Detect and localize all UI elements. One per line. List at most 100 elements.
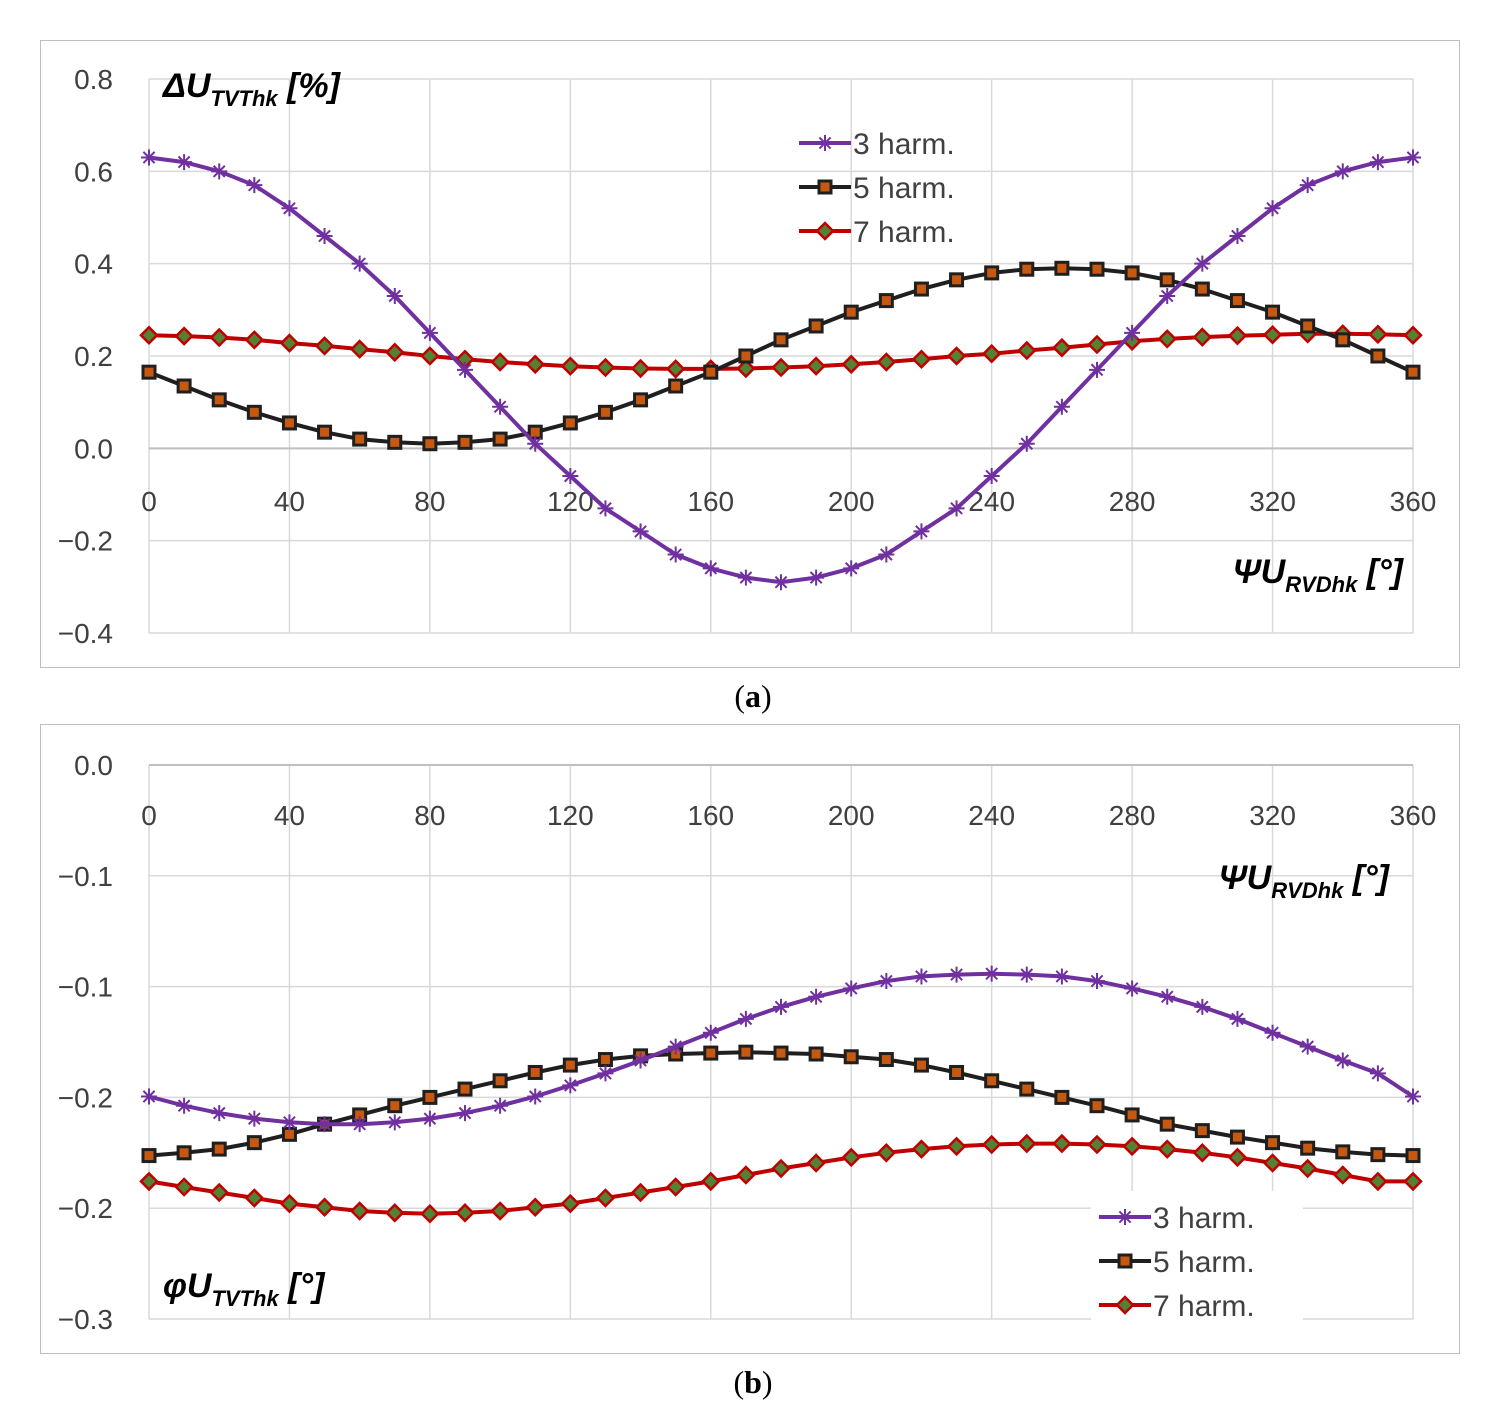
- point-b-1-18: [773, 1045, 789, 1061]
- point-b-0-10: [492, 1097, 509, 1114]
- point-b-1-9: [457, 1081, 473, 1097]
- point-b-1-16: [703, 1045, 719, 1061]
- legend-b-label-1: 3 harm.: [1153, 1202, 1255, 1235]
- point-a-0-0: [141, 149, 157, 166]
- point-b-0-15: [667, 1038, 684, 1055]
- point-a-0-14: [632, 523, 649, 540]
- point-a-2-7: [385, 342, 405, 363]
- y-tick-label-b-2: −0.1: [58, 972, 113, 1003]
- point-a-0-4: [281, 200, 298, 217]
- point-a-0-36: [1405, 149, 1421, 166]
- y-axis-label-b: φUTVThk [°]: [163, 1267, 326, 1311]
- y-tick-label-b-3: −0.2: [58, 1082, 113, 1113]
- point-a-1-14: [633, 392, 649, 408]
- point-b-0-36: [1405, 1088, 1421, 1105]
- point-a-1-17: [738, 348, 754, 364]
- point-a-0-34: [1334, 163, 1351, 180]
- point-a-1-33: [1300, 318, 1316, 334]
- point-a-0-26: [1053, 398, 1070, 415]
- point-b-1-8: [422, 1089, 438, 1105]
- point-b-1-2: [211, 1141, 227, 1157]
- x-tick-label-a-9: 360: [1390, 486, 1437, 517]
- legend-a-marker-1: [817, 135, 833, 151]
- point-a-0-19: [808, 569, 825, 586]
- y-tick-label-a-3: 0.2: [74, 341, 113, 372]
- point-a-0-22: [913, 523, 930, 540]
- point-b-1-25: [1019, 1081, 1035, 1097]
- legend-b-marker-1: [1117, 1209, 1133, 1225]
- point-a-1-15: [668, 378, 684, 394]
- point-a-2-27: [1087, 334, 1107, 355]
- y-tick-label-a-0: 0.8: [74, 64, 113, 95]
- point-b-0-6: [351, 1116, 368, 1133]
- point-b-2-11: [525, 1197, 545, 1218]
- point-b-2-29: [1157, 1139, 1177, 1159]
- point-a-2-36: [1403, 325, 1423, 345]
- point-a-0-29: [1159, 287, 1176, 304]
- point-a-1-20: [843, 304, 859, 320]
- x-tick-label-b-7: 280: [1109, 800, 1156, 831]
- point-a-2-25: [1017, 340, 1037, 361]
- point-b-0-32: [1264, 1024, 1281, 1041]
- point-b-1-31: [1229, 1129, 1245, 1145]
- caption-b: (b): [733, 1364, 773, 1400]
- series-b-3-harm: [141, 965, 1421, 1133]
- point-a-2-24: [981, 343, 1002, 364]
- chart-a-panel: 0.8 0.6 0.4 0.2 0.0 −0.2 −0.4 0 40 80 120 160 200 240…: [40, 40, 1460, 668]
- legend-b-label-2: 5 harm.: [1153, 1246, 1255, 1279]
- point-a-0-6: [351, 255, 368, 272]
- chart-a-svg: 0.80.60.40.20.0−0.2−0.40 40 80 120 160 200 240…: [58, 64, 1437, 649]
- point-b-1-28: [1124, 1107, 1140, 1123]
- point-a-1-24: [984, 265, 1000, 281]
- legend-a-marker-3: [815, 221, 835, 241]
- point-a-2-6: [349, 339, 370, 359]
- point-a-0-33: [1299, 177, 1316, 194]
- point-b-1-19: [808, 1046, 824, 1062]
- legend-b-marker-3: [1115, 1295, 1135, 1315]
- point-a-1-13: [597, 404, 613, 420]
- point-b-0-5: [316, 1116, 333, 1133]
- point-b-2-1: [174, 1177, 194, 1197]
- point-b-0-2: [211, 1105, 228, 1122]
- y-tick-label-a-4: 0.0: [74, 433, 113, 464]
- point-b-1-21: [878, 1052, 894, 1068]
- legend-a: 3 harm. 5 harm. 7 harm.: [799, 128, 955, 249]
- point-b-2-8: [420, 1203, 440, 1224]
- point-a-1-16: [703, 364, 719, 380]
- y-tick-label-b-4: −0.2: [58, 1193, 113, 1224]
- point-a-1-18: [773, 332, 789, 348]
- point-b-1-10: [492, 1073, 508, 1089]
- point-b-1-17: [738, 1044, 754, 1060]
- point-b-2-22: [911, 1139, 932, 1159]
- point-b-2-23: [946, 1136, 967, 1157]
- point-a-1-10: [492, 431, 508, 447]
- point-b-0-0: [141, 1088, 157, 1105]
- series-b-7-harm: [139, 1133, 1423, 1224]
- point-a-2-1: [174, 326, 194, 346]
- point-a-2-13: [595, 357, 616, 378]
- point-a-2-20: [841, 354, 861, 375]
- point-b-2-18: [771, 1158, 791, 1179]
- point-b-2-34: [1333, 1165, 1353, 1185]
- point-a-0-18: [773, 574, 789, 591]
- point-b-2-2: [209, 1182, 229, 1203]
- point-b-1-0: [141, 1148, 157, 1164]
- point-b-2-32: [1262, 1153, 1283, 1173]
- point-a-1-31: [1229, 293, 1245, 309]
- point-b-0-31: [1229, 1010, 1246, 1027]
- point-b-2-33: [1297, 1158, 1318, 1179]
- point-a-1-4: [281, 415, 297, 431]
- y-tick-label-b-1: −0.1: [58, 861, 113, 892]
- point-a-0-32: [1264, 200, 1281, 217]
- point-a-1-1: [176, 378, 192, 394]
- caption-a: (a): [734, 678, 772, 714]
- x-tick-label-a-4: 160: [687, 486, 734, 517]
- point-b-2-28: [1122, 1136, 1142, 1157]
- point-a-0-30: [1194, 255, 1211, 272]
- x-axis-label-a: ΨURVDhk [°]: [1232, 553, 1404, 597]
- point-b-0-29: [1159, 988, 1176, 1005]
- y-axis-label-a: ΔUTVThk [%]: [161, 67, 342, 111]
- point-a-2-19: [806, 356, 826, 376]
- point-b-2-12: [560, 1193, 581, 1214]
- point-a-1-6: [352, 431, 368, 447]
